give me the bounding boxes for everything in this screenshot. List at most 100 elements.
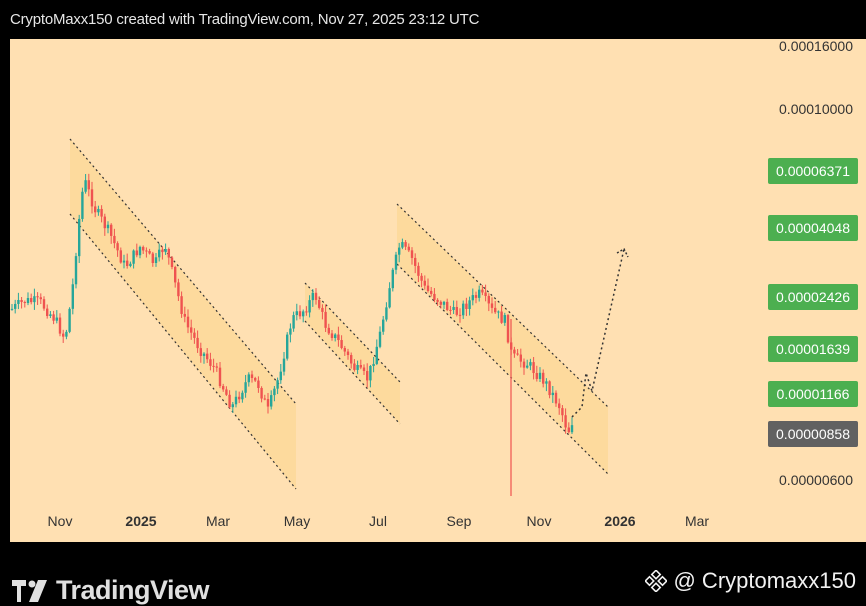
candle-52 xyxy=(177,282,180,297)
author-handle: @ Cryptomaxx150 xyxy=(645,568,856,594)
candle-12 xyxy=(49,314,52,316)
price-label-box-2 xyxy=(768,284,858,310)
candle-35 xyxy=(122,260,126,263)
candle-113 xyxy=(372,363,375,367)
candle-65 xyxy=(218,367,222,387)
candle-76 xyxy=(254,378,257,381)
candle-140 xyxy=(458,314,462,316)
candle-99 xyxy=(327,327,330,334)
price-label-1: 0.00004048 xyxy=(776,220,850,236)
price-label-4: 0.00001166 xyxy=(777,386,850,402)
candle-66 xyxy=(222,386,225,390)
candle-155 xyxy=(506,315,510,343)
channel-fill-3 xyxy=(397,204,608,474)
candle-50 xyxy=(170,257,174,267)
candle-49 xyxy=(167,249,170,258)
tradingview-logo[interactable]: TradingView xyxy=(12,575,210,606)
candle-40 xyxy=(138,246,142,256)
candle-153 xyxy=(500,311,503,323)
candle-103 xyxy=(340,340,343,349)
candle-53 xyxy=(180,296,183,314)
x-tick-label-7: 2026 xyxy=(604,513,635,529)
candle-21 xyxy=(78,218,81,257)
candle-166 xyxy=(542,372,545,384)
chart-header: CryptoMaxx150 created with TradingView.c… xyxy=(0,0,866,39)
candle-70 xyxy=(234,396,238,405)
candle-101 xyxy=(334,334,337,338)
candle-119 xyxy=(391,269,394,289)
y-tick-label-1: 0.00010000 xyxy=(779,101,853,117)
candle-79 xyxy=(263,398,266,400)
candle-2 xyxy=(17,300,20,304)
candle-24 xyxy=(87,180,90,190)
candle-108 xyxy=(356,365,359,370)
candle-172 xyxy=(561,408,564,416)
candle-109 xyxy=(359,365,362,368)
candle-173 xyxy=(564,415,567,428)
candle-88 xyxy=(292,315,295,329)
x-tick-label-3: May xyxy=(284,513,310,529)
author-handle-text: @ Cryptomaxx150 xyxy=(673,568,856,593)
candle-133 xyxy=(436,299,439,302)
candle-105 xyxy=(346,351,350,356)
price-label-3: 0.00001639 xyxy=(776,341,850,357)
candle-175 xyxy=(570,425,574,433)
candle-55 xyxy=(186,316,190,328)
candle-28 xyxy=(100,208,103,217)
candle-17 xyxy=(65,331,68,337)
candle-16 xyxy=(62,333,65,337)
candle-48 xyxy=(164,249,167,253)
candle-29 xyxy=(103,216,106,229)
candle-114 xyxy=(375,346,378,364)
candle-61 xyxy=(206,353,209,360)
candle-151 xyxy=(494,307,497,313)
candle-102 xyxy=(337,334,340,341)
candle-84 xyxy=(279,371,282,381)
candle-161 xyxy=(526,365,529,368)
candle-81 xyxy=(270,395,273,407)
candle-117 xyxy=(385,307,388,320)
candle-83 xyxy=(276,380,279,389)
candle-127 xyxy=(417,265,420,276)
candle-60 xyxy=(202,353,206,356)
candle-45 xyxy=(154,257,158,263)
tradingview-logo-icon xyxy=(12,579,47,602)
price-label-box-1 xyxy=(768,215,858,241)
candle-26 xyxy=(94,206,97,213)
channel-lower-line-1 xyxy=(69,213,297,490)
candle-148 xyxy=(484,292,487,296)
candle-125 xyxy=(410,250,414,258)
candle-94 xyxy=(311,292,314,301)
candle-141 xyxy=(462,303,465,316)
candle-69 xyxy=(231,404,234,408)
candle-174 xyxy=(567,427,570,433)
price-labels: 0.00006371 0.00004048 0.00002426 0.00001639… xyxy=(768,158,858,447)
candle-149 xyxy=(487,295,490,304)
price-chart[interactable]: Nov 2025 Mar May Jul Sep Nov 2026 Mar 0.00016000… xyxy=(0,39,866,545)
candle-145 xyxy=(474,295,478,298)
candle-75 xyxy=(250,374,254,379)
candle-160 xyxy=(522,361,526,368)
candle-73 xyxy=(244,382,247,393)
projection-arrowhead xyxy=(616,247,629,258)
candle-72 xyxy=(241,392,244,400)
candle-132 xyxy=(433,293,436,300)
x-tick-label-1: 2025 xyxy=(125,513,156,529)
candle-74 xyxy=(247,374,250,383)
candle-4 xyxy=(23,302,26,304)
candle-165 xyxy=(538,372,542,379)
candle-147 xyxy=(481,289,484,293)
candle-158 xyxy=(516,353,519,355)
candle-59 xyxy=(199,348,202,356)
price-label-box-5 xyxy=(768,421,858,447)
candle-124 xyxy=(407,246,410,251)
candle-39 xyxy=(135,250,138,256)
candle-138 xyxy=(452,306,455,310)
candle-56 xyxy=(190,327,193,333)
candle-130 xyxy=(426,285,430,291)
candle-90 xyxy=(298,311,302,317)
projection-path xyxy=(571,248,625,418)
candle-80 xyxy=(266,399,270,407)
candle-27 xyxy=(97,208,100,213)
price-label-box-0 xyxy=(768,158,858,184)
